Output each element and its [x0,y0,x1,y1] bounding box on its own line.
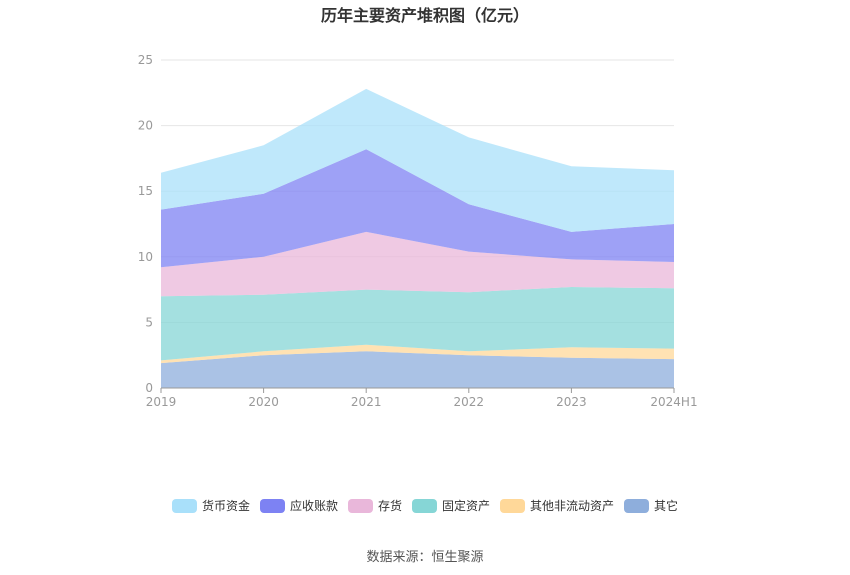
legend-swatch [172,499,197,513]
area-series-5 [161,88,674,232]
area-series-2 [161,287,674,361]
x-tick-label: 2022 [454,395,485,409]
y-tick-label: 25 [138,53,153,67]
legend-label: 其它 [654,498,678,513]
y-tick-label: 5 [145,315,153,329]
legend-label: 存货 [378,498,402,513]
legend-swatch [500,499,525,513]
x-tick-label: 2024H1 [650,395,697,409]
legend-label: 应收账款 [290,498,338,513]
area-series-1 [161,344,674,364]
legend-swatch [412,499,437,513]
area-series [161,88,674,388]
legend-label: 固定资产 [442,498,490,513]
data-source-note: 数据来源：恒生聚源 [366,550,484,565]
legend-item[interactable]: 其他非流动资产 [500,499,614,513]
axes: 0 5 10 15 20 25 2019 2020 2021 2022 2023 2024H1 [138,53,698,409]
legend-item[interactable]: 其它 [624,498,678,513]
y-tick-label: 20 [138,119,153,133]
x-tick-label: 2021 [351,395,382,409]
y-tick-label: 10 [138,250,153,264]
area-series-4 [161,149,674,268]
legend-item[interactable]: 货币资金 [172,498,250,513]
chart-title: 历年主要资产堆积图（亿元） [320,6,529,25]
legend-item[interactable]: 固定资产 [412,498,490,513]
x-tick-label: 2020 [248,395,279,409]
area-series-3 [161,231,674,297]
legend-item[interactable]: 应收账款 [260,498,338,513]
legend-label: 货币资金 [202,498,250,513]
x-tick-label: 2023 [556,395,587,409]
x-tick-label: 2019 [146,395,177,409]
legend-swatch [624,499,649,513]
legend[interactable]: 货币资金 应收账款 存货 固定资产 其他非流动资产 其它 [172,498,678,513]
area-series-0 [161,351,674,388]
y-tick-label: 0 [145,381,153,395]
y-tick-label: 15 [138,184,153,198]
legend-swatch [260,499,285,513]
legend-label: 其他非流动资产 [530,499,614,513]
legend-item[interactable]: 存货 [348,498,402,513]
legend-swatch [348,499,373,513]
